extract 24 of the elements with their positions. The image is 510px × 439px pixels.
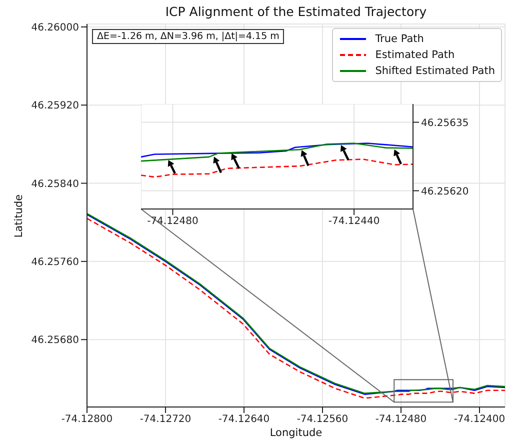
y-tick-label: 46.25635 (421, 118, 469, 129)
y-tick-label: 46.25620 (421, 186, 469, 198)
y-tick-label: 46.25680 (31, 335, 79, 346)
legend-label: Shifted Estimated Path (375, 64, 495, 79)
legend-label: Estimated Path (375, 48, 455, 63)
y-tick-label: 46.25840 (31, 178, 79, 190)
x-tick-label: -74.12800 (61, 414, 113, 426)
chart-title: ICP Alignment of the Estimated Trajectory (164, 4, 428, 19)
x-tick-label: -74.12560 (296, 414, 348, 426)
x-tick-label: -74.12720 (140, 414, 192, 426)
line-series (141, 142, 413, 162)
line-series (141, 158, 413, 178)
x-tick-label: -74.12440 (328, 216, 380, 228)
y-tick-label: 46.26000 (31, 22, 79, 34)
x-tick-label: -74.12480 (375, 414, 427, 426)
y-tick-label: 46.25760 (31, 256, 79, 268)
x-tick-label: -74.12400 (454, 414, 506, 426)
y-axis-title: Latitude (13, 194, 25, 238)
y-tick-label: 46.25920 (31, 100, 79, 112)
annotation: ΔE=-1.26 m, ΔN=3.96 m, |Δt|=4.15 m (92, 29, 284, 44)
x-tick-label: -74.12640 (218, 414, 270, 426)
line-series (141, 142, 413, 158)
legend-label: True Path (375, 32, 424, 47)
x-axis-title: Longitude (270, 427, 322, 439)
